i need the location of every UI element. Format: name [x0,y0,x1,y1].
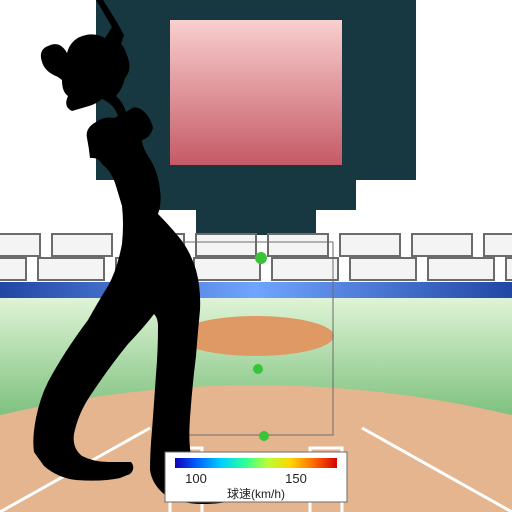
stands-seat [272,258,338,280]
legend-tick: 150 [285,471,307,486]
pitch-point [259,431,269,441]
stands-seat [0,234,40,256]
stands-seat [38,258,104,280]
pitch-point [253,364,263,374]
stands-seat [484,234,512,256]
outfield-wall [0,282,512,298]
scoreboard-screen [170,20,342,165]
stands-seat [350,258,416,280]
stands-seat [0,258,26,280]
legend-tick: 100 [185,471,207,486]
scoreboard-base-1 [196,205,316,235]
stands-seat [340,234,400,256]
stands-seat [196,234,256,256]
legend-colorbar [175,458,337,468]
stands-seat [428,258,494,280]
stands-seat [52,234,112,256]
stands-seat [194,258,260,280]
stands-seat [506,258,512,280]
stands-seat [412,234,472,256]
legend-axis-label: 球速(km/h) [227,487,285,501]
scoreboard-base-0 [156,175,356,210]
stands-seat [268,234,328,256]
pitch-point [255,252,267,264]
pitchers-mound [178,316,334,356]
